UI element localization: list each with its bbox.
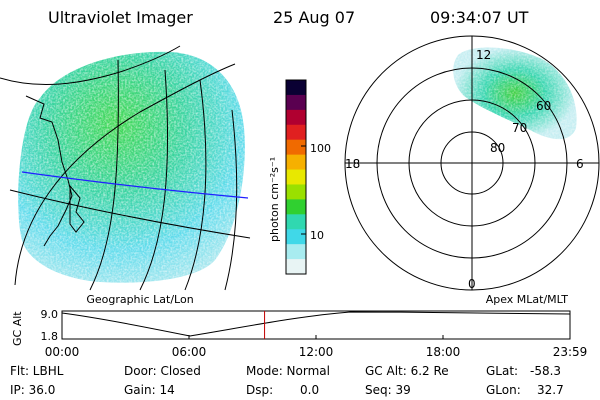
colorbar-frame: [285, 79, 307, 275]
geographic-map: [0, 45, 251, 291]
colorbar-tick-10: 10: [310, 229, 324, 242]
colorbar-swatch: [286, 124, 306, 141]
mlat-label-60: 60: [536, 99, 551, 113]
status-glon-value: 32.7: [537, 383, 564, 397]
altitude-xtick-label: 12:00: [299, 345, 334, 359]
image-date: 25 Aug 07: [273, 8, 356, 27]
colorbar-swatch: [286, 214, 306, 230]
coastline: [25, 95, 73, 247]
colorbar-swatch: [286, 184, 306, 200]
coastline-island: [69, 184, 85, 233]
status-mode: Mode: Normal: [246, 364, 330, 378]
colorbar-swatch: [286, 154, 306, 171]
altitude-xtick-label: 00:00: [45, 345, 80, 359]
colorbar-tick-100: 100: [310, 142, 331, 155]
altitude-xtick-label: 06:00: [172, 345, 207, 359]
instrument-title: Ultraviolet Imager: [48, 8, 193, 27]
status-gain: Gain: 14: [124, 383, 175, 397]
status-ip: IP: 36.0: [10, 383, 56, 397]
status-glat-label: GLat:: [486, 364, 519, 378]
status-dsp-value: 0.0: [300, 383, 320, 397]
mlat-label-70: 70: [512, 121, 527, 135]
apex-polar-plot: [344, 35, 600, 291]
colorbar-unit-label: photon cm⁻²s⁻¹: [268, 157, 281, 242]
colorbar-swatch: [286, 80, 306, 96]
status-seq: Seq: 39: [365, 383, 411, 397]
mlt-label-0: 0: [468, 277, 476, 291]
colorbar-swatch: [286, 259, 306, 275]
mlt-label-12: 12: [476, 48, 491, 62]
status-gc-alt: GC Alt: 6.2 Re: [365, 364, 449, 378]
lat-lon-grid: [0, 45, 251, 291]
terminator-line: [21, 171, 249, 199]
status-dsp-label: Dsp:: [246, 383, 274, 397]
colorbar-swatch: [286, 94, 306, 111]
altitude-ylabel: GC Alt: [11, 311, 24, 346]
status-flt: Flt: LBHL: [10, 364, 64, 378]
altitude-ytick-low: 1.8: [41, 330, 59, 343]
colorbar-swatch: [286, 199, 306, 215]
status-glon-label: GLon:: [486, 383, 521, 397]
altitude-plot: [61, 310, 571, 340]
altitude-xtick-label: 18:00: [426, 345, 461, 359]
colorbar-swatch: [286, 139, 306, 156]
altitude-curve: [61, 311, 571, 337]
altitude-ytick-high: 9.0: [41, 308, 59, 321]
colorbar-swatch: [286, 229, 306, 245]
colorbar: [285, 79, 307, 275]
status-door: Door: Closed: [124, 364, 201, 378]
altitude-xtick-label: 23:59: [553, 345, 588, 359]
mlt-label-18: 18: [345, 157, 360, 171]
colorbar-swatch: [286, 244, 306, 260]
status-glat-value: -58.3: [530, 364, 562, 378]
apex-panel-label: Apex MLat/MLT: [486, 293, 569, 306]
colorbar-swatch: [286, 109, 306, 126]
geo-panel-label: Geographic Lat/Lon: [86, 293, 193, 306]
image-time: 09:34:07 UT: [430, 8, 529, 27]
colorbar-swatch: [286, 169, 306, 186]
mlt-label-6: 6: [576, 157, 584, 171]
mlat-label-80: 80: [490, 141, 505, 155]
